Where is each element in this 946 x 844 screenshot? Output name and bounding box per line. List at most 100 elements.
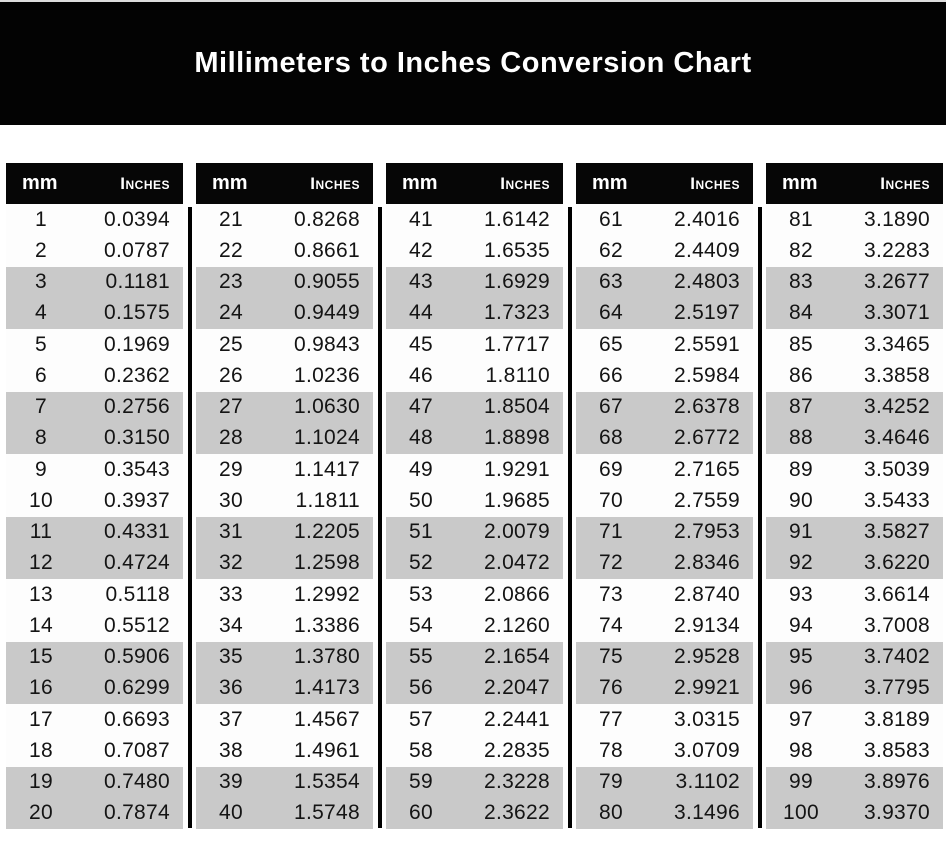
table-row: 29 1.1417 (196, 454, 373, 486)
inches-cell: 2.9921 (673, 676, 740, 700)
mm-cell: 79 (599, 770, 623, 794)
inches-cell: 0.8661 (293, 238, 360, 262)
inches-cell: 3.3465 (863, 332, 930, 356)
inches-cell: 0.1181 (105, 270, 170, 294)
mm-cell: 55 (409, 645, 433, 669)
inches-cell: 1.7717 (483, 332, 550, 356)
top-edge-line (0, 0, 946, 2)
group-header: mm Inches (196, 163, 373, 204)
inches-cell: 2.2441 (483, 707, 550, 731)
mm-cell: 66 (599, 363, 623, 387)
inches-cell: 2.6772 (673, 426, 740, 450)
inches-cell: 0.2362 (103, 363, 170, 387)
inches-cell: 1.9685 (483, 488, 550, 512)
mm-cell: 46 (409, 363, 433, 387)
table-row: 68 2.6772 (576, 422, 753, 454)
group-header: mm Inches (576, 163, 753, 204)
group-divider (757, 207, 762, 828)
group-header: mm Inches (766, 163, 943, 204)
table-row: 26 1.0236 (196, 360, 373, 392)
table-row: 42 1.6535 (386, 235, 563, 267)
inches-cell: 1.4961 (293, 738, 360, 762)
inches-cell: 2.0472 (483, 551, 550, 575)
mm-cell: 45 (409, 332, 433, 356)
inches-cell: 1.5748 (293, 801, 360, 825)
table-row: 35 1.3780 (196, 641, 373, 673)
group-divider (187, 207, 192, 828)
table-row: 5 0.1969 (6, 329, 183, 361)
table-row: 91 3.5827 (766, 516, 943, 548)
mm-cell: 75 (599, 645, 623, 669)
table-row: 40 1.5748 (196, 797, 373, 829)
table-row: 51 2.0079 (386, 516, 563, 548)
table-row: 86 3.3858 (766, 360, 943, 392)
inches-cell: 1.4567 (293, 707, 360, 731)
mm-cell: 24 (219, 301, 243, 325)
inches-cell: 2.1260 (483, 613, 550, 637)
inches-cell: 3.0709 (673, 738, 740, 762)
table-row: 8 0.3150 (6, 422, 183, 454)
group-divider (567, 207, 572, 828)
mm-cell: 91 (789, 520, 813, 544)
inches-cell: 0.3937 (103, 488, 170, 512)
inches-cell: 3.4646 (863, 426, 930, 450)
mm-cell: 7 (35, 395, 47, 419)
mm-cell: 70 (599, 488, 623, 512)
inches-cell: 0.9055 (293, 270, 360, 294)
inches-cell: 0.0787 (103, 238, 170, 262)
mm-cell: 78 (599, 738, 623, 762)
mm-cell: 31 (219, 520, 243, 544)
inches-cell: 1.7323 (483, 301, 550, 325)
inches-cell: 2.5197 (673, 301, 740, 325)
inches-header-label: Inches (880, 173, 930, 193)
table-row: 98 3.8583 (766, 735, 943, 767)
inches-cell: 2.8740 (673, 582, 740, 606)
inches-cell: 1.8110 (485, 363, 550, 387)
mm-cell: 73 (599, 582, 623, 606)
table-row: 61 2.4016 (576, 204, 753, 236)
table-row: 77 3.0315 (576, 704, 753, 736)
table-row: 21 0.8268 (196, 204, 373, 236)
table-row: 48 1.8898 (386, 422, 563, 454)
table-row: 13 0.5118 (6, 579, 183, 611)
mm-header-label: mm (402, 172, 438, 194)
table-row: 34 1.3386 (196, 610, 373, 642)
inches-cell: 3.8976 (863, 770, 930, 794)
inches-cell: 0.6693 (103, 707, 170, 731)
table-row: 7 0.2756 (6, 391, 183, 423)
mm-cell: 28 (219, 426, 243, 450)
mm-cell: 49 (409, 457, 433, 481)
inches-cell: 3.2677 (863, 270, 930, 294)
mm-cell: 63 (599, 270, 623, 294)
inches-cell: 2.3622 (483, 801, 550, 825)
table-row: 82 3.2283 (766, 235, 943, 267)
mm-cell: 38 (219, 738, 243, 762)
mm-cell: 61 (599, 207, 623, 231)
table-row: 6 0.2362 (6, 360, 183, 392)
mm-cell: 51 (409, 520, 433, 544)
table-row: 18 0.7087 (6, 735, 183, 767)
table-row: 93 3.6614 (766, 579, 943, 611)
inches-cell: 2.7559 (673, 488, 740, 512)
column-group: mm Inches 21 0.8268 22 0.8661 23 0.9055 24 0.9449… (196, 163, 373, 829)
table-row: 53 2.0866 (386, 579, 563, 611)
table-row: 52 2.0472 (386, 547, 563, 579)
mm-cell: 19 (29, 770, 53, 794)
table-row: 30 1.1811 (196, 485, 373, 517)
table-row: 41 1.6142 (386, 204, 563, 236)
table-row: 60 2.3622 (386, 797, 563, 829)
mm-cell: 81 (789, 207, 813, 231)
mm-cell: 76 (599, 676, 623, 700)
mm-cell: 88 (789, 426, 813, 450)
mm-cell: 18 (29, 738, 53, 762)
group-header: mm Inches (6, 163, 183, 204)
mm-cell: 32 (219, 551, 243, 575)
inches-header-label: Inches (310, 173, 360, 193)
table-row: 62 2.4409 (576, 235, 753, 267)
table-row: 94 3.7008 (766, 610, 943, 642)
mm-cell: 77 (599, 707, 623, 731)
mm-cell: 30 (219, 488, 243, 512)
inches-cell: 2.1654 (483, 645, 550, 669)
inches-cell: 1.3780 (293, 645, 360, 669)
mm-cell: 33 (219, 582, 243, 606)
